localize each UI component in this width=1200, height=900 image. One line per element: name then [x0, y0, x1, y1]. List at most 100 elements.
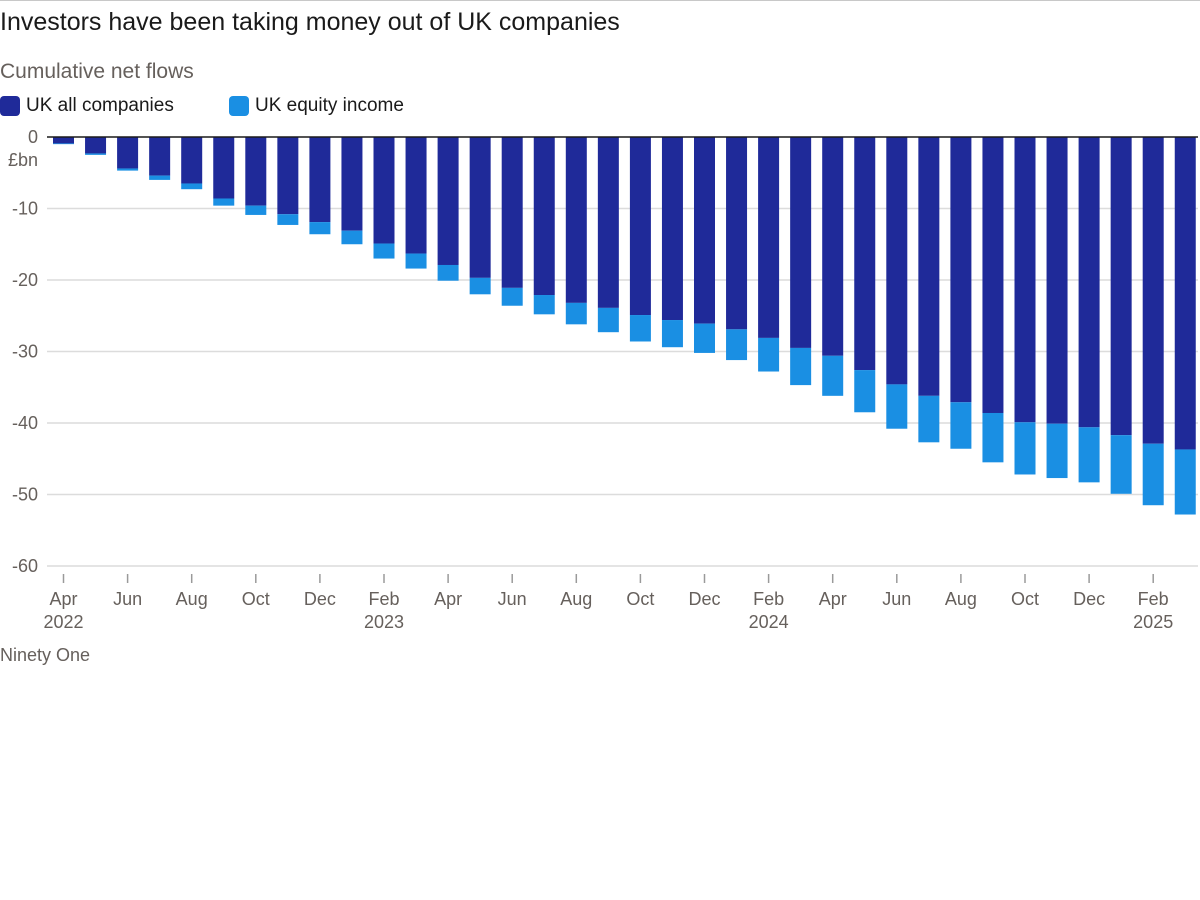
bar-uk-all-companies	[149, 137, 171, 176]
legend-label-uk-all-companies: UK all companies	[26, 95, 174, 116]
bar-uk-all-companies	[918, 137, 940, 396]
bar-uk-equity-income	[469, 277, 491, 295]
legend-swatch-uk-equity-income	[229, 96, 249, 116]
bar-uk-all-companies	[405, 137, 427, 254]
bar-uk-equity-income	[1046, 423, 1068, 479]
x-tick-label-month: Feb	[368, 589, 399, 609]
bar-uk-equity-income	[341, 230, 363, 245]
x-tick-label-year: 2024	[749, 612, 789, 632]
bar-uk-equity-income	[886, 384, 908, 429]
bar-uk-equity-income	[1078, 427, 1100, 483]
x-axis: Apr 2022 Jun Aug Oct Dec Feb 2023 Apr Jun Aug Oct De…	[43, 574, 1173, 632]
bar-uk-equity-income	[181, 183, 203, 190]
bar-uk-all-companies	[1110, 137, 1132, 436]
bar-uk-all-companies	[822, 137, 844, 356]
bar-uk-all-companies	[790, 137, 812, 348]
legend-item-uk-equity-income: UK equity income	[229, 93, 404, 119]
bar-uk-all-companies	[245, 137, 267, 206]
bar-uk-equity-income	[437, 264, 459, 281]
y-tick-label: -20	[12, 270, 38, 290]
bar-uk-equity-income	[854, 370, 876, 413]
x-tick-label-month: Feb	[1138, 589, 1169, 609]
bar-uk-all-companies	[854, 137, 876, 371]
bar-uk-all-companies	[181, 137, 203, 184]
bar-uk-all-companies	[982, 137, 1004, 413]
y-tick-label: -30	[12, 342, 38, 362]
bar-uk-equity-income	[694, 323, 715, 353]
bar-uk-equity-income	[213, 198, 235, 206]
bars	[53, 137, 1196, 515]
bar-uk-equity-income	[950, 402, 972, 449]
bar-uk-all-companies	[373, 137, 395, 244]
y-tick-label: -40	[12, 413, 38, 433]
x-tick-label-month: Aug	[560, 589, 592, 609]
y-tick-label: -50	[12, 485, 38, 505]
bar-uk-all-companies	[661, 137, 683, 321]
bar-uk-equity-income	[117, 168, 139, 171]
bar-uk-equity-income	[790, 347, 812, 386]
source-note: Ninety One	[0, 645, 91, 665]
bar-uk-all-companies	[629, 137, 651, 316]
bar-uk-all-companies	[341, 137, 363, 231]
bar-uk-all-companies	[1014, 137, 1036, 423]
bar-uk-all-companies	[886, 137, 908, 385]
x-tick-label-month: Jun	[498, 589, 527, 609]
bar-uk-equity-income	[373, 243, 395, 259]
bar-uk-equity-income	[982, 412, 1004, 463]
bar-uk-all-companies	[277, 137, 299, 215]
x-tick-label-month: Apr	[49, 589, 77, 609]
y-axis: 0 -10 -20 -30 -40 -50 -60 £bn	[8, 127, 38, 576]
x-tick-label-month: Feb	[753, 589, 784, 609]
chart-subtitle: Cumulative net flows	[0, 60, 194, 83]
bar-uk-equity-income	[405, 253, 427, 269]
bar-uk-all-companies	[85, 137, 107, 154]
bar-uk-equity-income	[1142, 443, 1164, 506]
x-tick-label-month: Oct	[1011, 589, 1039, 609]
bar-uk-all-companies	[726, 137, 748, 330]
bar-uk-equity-income	[245, 205, 267, 215]
bar-chart: 0 -10 -20 -30 -40 -50 -60 £bn Apr 2022 Jun Aug Oct D…	[8, 127, 1198, 632]
x-tick-label-year: 2025	[1133, 612, 1173, 632]
x-tick-label-month: Jun	[113, 589, 142, 609]
bar-uk-all-companies	[597, 137, 619, 308]
bar-uk-equity-income	[822, 355, 844, 396]
bar-uk-all-companies	[309, 137, 331, 223]
y-tick-label: -60	[12, 556, 38, 576]
bar-uk-all-companies	[950, 137, 972, 403]
bar-uk-equity-income	[277, 214, 299, 225]
bar-uk-equity-income	[1110, 435, 1132, 494]
x-tick-label-month: Aug	[176, 589, 208, 609]
bar-uk-equity-income	[565, 302, 587, 325]
bar-uk-equity-income	[149, 175, 171, 180]
x-tick-label-month: Oct	[626, 589, 654, 609]
x-tick-label-month: Dec	[1073, 589, 1105, 609]
legend-swatch-uk-all-companies	[0, 96, 20, 116]
y-tick-label: 0	[28, 127, 38, 147]
bar-uk-all-companies	[694, 137, 715, 324]
x-tick-label-month: Oct	[242, 589, 270, 609]
bar-uk-equity-income	[533, 295, 555, 315]
bar-uk-all-companies	[533, 137, 555, 296]
bar-uk-equity-income	[309, 222, 331, 235]
x-tick-label-month: Dec	[688, 589, 720, 609]
chart-title: Investors have been taking money out of …	[0, 8, 620, 36]
top-rule	[0, 0, 1200, 1]
x-tick-label-year: 2023	[364, 612, 404, 632]
bar-uk-equity-income	[726, 329, 748, 361]
bar-uk-all-companies	[1046, 137, 1068, 424]
bar-uk-equity-income	[918, 395, 940, 443]
bar-uk-equity-income	[53, 143, 74, 145]
bar-uk-all-companies	[501, 137, 523, 288]
bar-uk-all-companies	[565, 137, 587, 303]
bar-uk-all-companies	[1078, 137, 1100, 428]
x-tick-label-year: 2022	[43, 612, 83, 632]
bar-uk-all-companies	[1174, 137, 1196, 450]
bar-uk-equity-income	[758, 337, 780, 372]
y-unit-label: £bn	[8, 150, 38, 170]
bar-uk-all-companies	[53, 137, 74, 144]
x-tick-label-month: Dec	[304, 589, 336, 609]
bar-uk-equity-income	[661, 320, 683, 348]
y-tick-label: -10	[12, 199, 38, 219]
bar-uk-all-companies	[117, 137, 139, 169]
x-tick-label-month: Jun	[882, 589, 911, 609]
